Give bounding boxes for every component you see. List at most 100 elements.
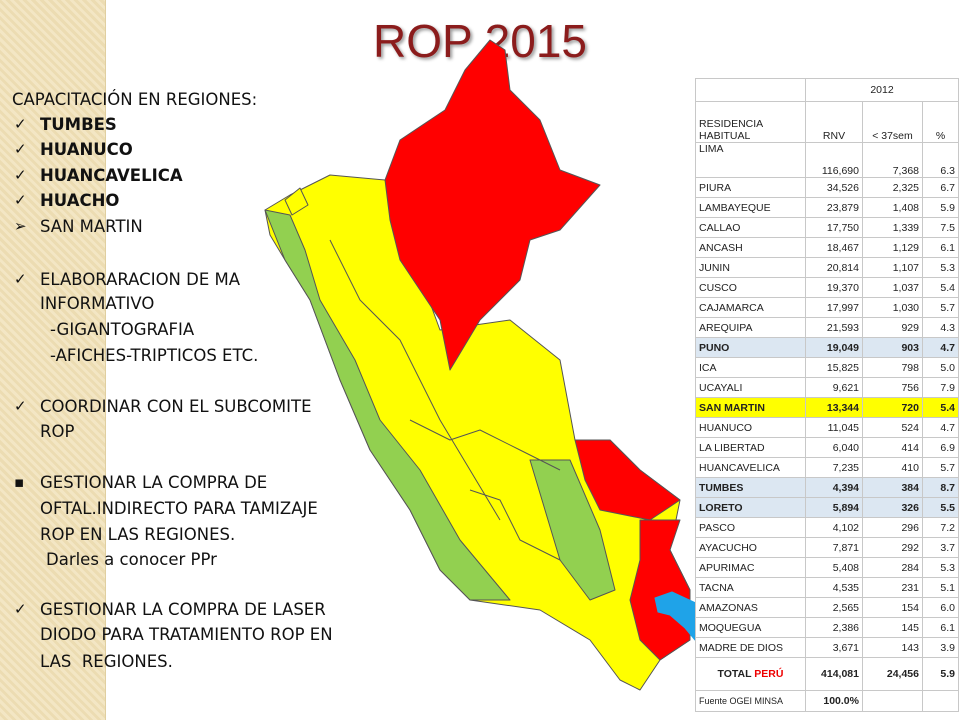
side-pattern [0, 0, 106, 720]
cell: 292 [862, 537, 923, 558]
cell: PIURA [695, 177, 806, 198]
region-red [629, 519, 691, 661]
region-yellow [284, 187, 309, 216]
cell: LA LIBERTAD [695, 437, 806, 458]
table-row: CUSCO 19,370 1,037 5.4 [695, 277, 960, 298]
cell: PASCO [695, 517, 806, 538]
cell: CAJAMARCA [695, 297, 806, 318]
cell: 798 [862, 357, 923, 378]
cell: 6,040 [805, 437, 863, 458]
cell: APURIMAC [695, 557, 806, 578]
cell: ICA [695, 357, 806, 378]
table-row: MADRE DE DIOS 3,671 143 3.9 [695, 637, 960, 658]
cell: 2,325 [862, 177, 923, 198]
cell: CALLAO [695, 217, 806, 238]
bullet-marker: ✓ [14, 115, 27, 133]
table-row: ANCASH 18,467 1,129 6.1 [695, 237, 960, 258]
table-row: CALLAO 17,750 1,339 7.5 [695, 217, 960, 238]
cell: 116,690 [805, 142, 863, 178]
cell: 3.7 [921, 537, 960, 558]
note-line: COORDINAR CON EL SUBCOMITE [40, 397, 312, 416]
note-line: GESTIONAR LA COMPRA DE [40, 473, 268, 492]
cell: 13,344 [805, 397, 863, 418]
data-table: 2012 RESIDENCIA HABITUAL RNV < 37sem% LIMA 11… [695, 78, 960, 712]
table-row: LA LIBERTAD 6,040 414 6.9 [695, 437, 960, 458]
cell: 4.7 [921, 417, 960, 438]
table-row: CAJAMARCA 17,997 1,030 5.7 [695, 297, 960, 318]
cell: HUANCAVELICA [695, 457, 806, 478]
source-cell: Fuente OGEI MINSA [695, 690, 806, 712]
bullet-marker: ✓ [14, 191, 27, 209]
cell: ANCASH [695, 237, 806, 258]
cell: 5.4 [921, 397, 960, 418]
table-row: LORETO 5,894 326 5.5 [695, 497, 960, 518]
cell: JUNIN [695, 257, 806, 278]
year-cell: 2012 [804, 78, 960, 102]
cell: 7,235 [805, 457, 863, 478]
region-border [469, 489, 561, 561]
cell: 3.9 [921, 637, 960, 658]
note-line: GESTIONAR LA COMPRA DE LASER [40, 600, 326, 619]
cell: 6.0 [921, 597, 960, 618]
cell: 4.3 [921, 317, 960, 338]
cell: LORETO [695, 497, 806, 518]
cell: 5.0 [921, 357, 960, 378]
note-line: ROP EN LAS REGIONES. [40, 525, 236, 544]
note-line: INFORMATIVO [40, 294, 155, 313]
bullet-marker: ✓ [14, 600, 27, 618]
footer-row: Fuente OGEI MINSA 100.0% [695, 690, 960, 712]
cell: 143 [862, 637, 923, 658]
share-cell: 100.0% [805, 690, 863, 712]
cell: 15,825 [805, 357, 863, 378]
cell: 720 [862, 397, 923, 418]
cell: 11,045 [805, 417, 863, 438]
note-line: ROP [40, 422, 75, 441]
cell: 17,750 [805, 217, 863, 238]
table-row: AMAZONAS 2,565 154 6.0 [695, 597, 960, 618]
cell: TACNA [695, 577, 806, 598]
cell: 384 [862, 477, 923, 498]
cell: 903 [862, 337, 923, 358]
cell: 5,894 [805, 497, 863, 518]
note-line: Darles a conocer PPr [46, 550, 217, 569]
cell: 17,997 [805, 297, 863, 318]
note-line: -GIGANTOGRAFIA [50, 320, 195, 339]
cell: 1,408 [862, 197, 923, 218]
note-line: -AFICHES-TRIPTICOS ETC. [50, 346, 259, 365]
cell: 5.3 [921, 257, 960, 278]
total-label: TOTAL [717, 668, 752, 680]
bullet-marker: ✓ [14, 270, 27, 288]
cell: 2,386 [805, 617, 863, 638]
note-line: DIODO PARA TRATAMIENTO ROP EN [40, 625, 333, 644]
bullet-marker: ▪ [14, 473, 25, 491]
cell: 756 [862, 377, 923, 398]
cell: 1,339 [862, 217, 923, 238]
note-line: TUMBES [40, 115, 117, 134]
cell: 7.2 [921, 517, 960, 538]
cell: 7,871 [805, 537, 863, 558]
cell: 19,049 [805, 337, 863, 358]
cell: 4,102 [805, 517, 863, 538]
region-red [574, 439, 681, 521]
cell: 296 [862, 517, 923, 538]
table-row: LAMBAYEQUE 23,879 1,408 5.9 [695, 197, 960, 218]
note-line: SAN MARTIN [40, 217, 143, 236]
cell: 9,621 [805, 377, 863, 398]
cell: 4,535 [805, 577, 863, 598]
table-row: LIMA 116,690 7,368 6.3 [695, 142, 960, 178]
cell: 8.7 [921, 477, 960, 498]
table-row: HUANUCO 11,045 524 4.7 [695, 417, 960, 438]
note-line: HUANCAVELICA [40, 166, 183, 185]
cell: 4.7 [921, 337, 960, 358]
table-row: HUANCAVELICA 7,235 410 5.7 [695, 457, 960, 478]
total-country: PERÚ [754, 668, 784, 680]
cell: MOQUEGUA [695, 617, 806, 638]
total-row: TOTAL PERÚ 414,081 24,456 5.9 [695, 657, 960, 691]
table-row: PASCO 4,102 296 7.2 [695, 517, 960, 538]
note-line: HUANUCO [40, 140, 133, 159]
bullet-marker: ✓ [14, 166, 27, 184]
cell: 5,408 [805, 557, 863, 578]
cell: 145 [862, 617, 923, 638]
cell: 23,879 [805, 197, 863, 218]
cell: 20,814 [805, 257, 863, 278]
